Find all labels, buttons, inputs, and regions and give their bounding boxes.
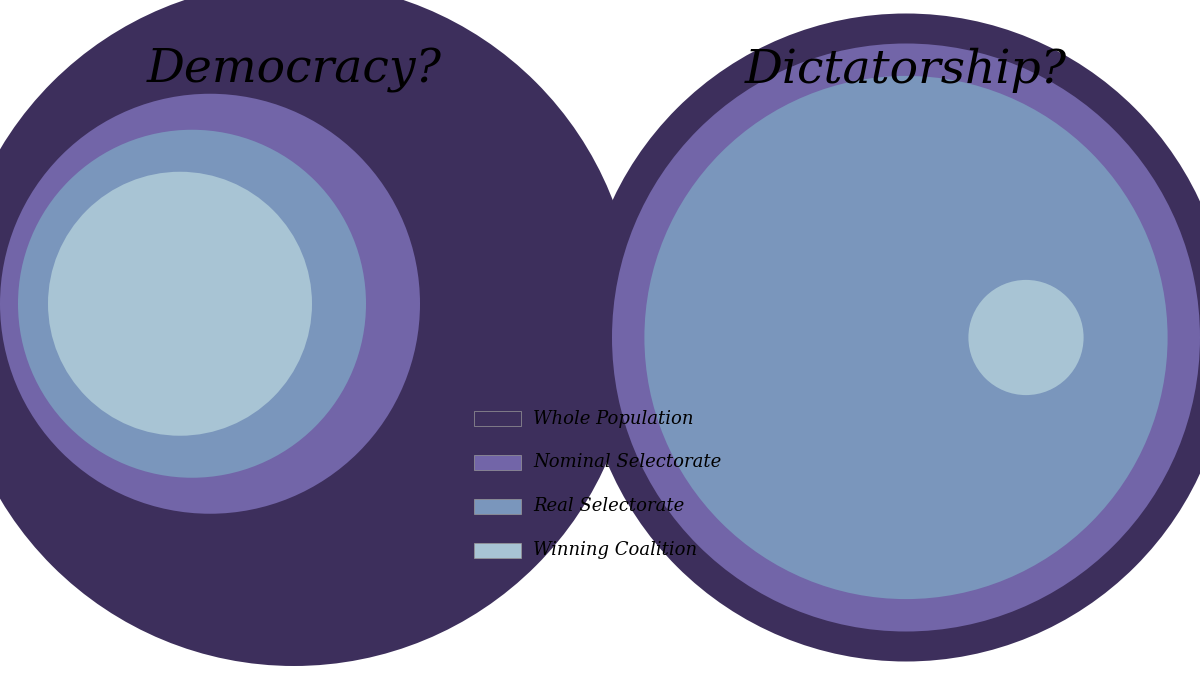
Text: Winning Coalition: Winning Coalition	[533, 541, 697, 559]
Text: Dictatorship?: Dictatorship?	[745, 47, 1067, 92]
Bar	[474, 455, 521, 470]
Text: Real Selectorate: Real Selectorate	[533, 497, 684, 515]
Bar	[474, 499, 521, 514]
Text: Democracy?: Democracy?	[146, 47, 442, 92]
Bar	[474, 411, 521, 426]
Ellipse shape	[968, 280, 1084, 395]
Text: Whole Population: Whole Population	[533, 410, 694, 427]
Ellipse shape	[582, 14, 1200, 662]
Ellipse shape	[18, 130, 366, 478]
Ellipse shape	[612, 43, 1200, 632]
Ellipse shape	[0, 94, 420, 514]
Ellipse shape	[48, 171, 312, 436]
Ellipse shape	[644, 76, 1168, 599]
Ellipse shape	[0, 0, 636, 666]
Bar	[474, 543, 521, 558]
Text: Nominal Selectorate: Nominal Selectorate	[533, 454, 721, 471]
